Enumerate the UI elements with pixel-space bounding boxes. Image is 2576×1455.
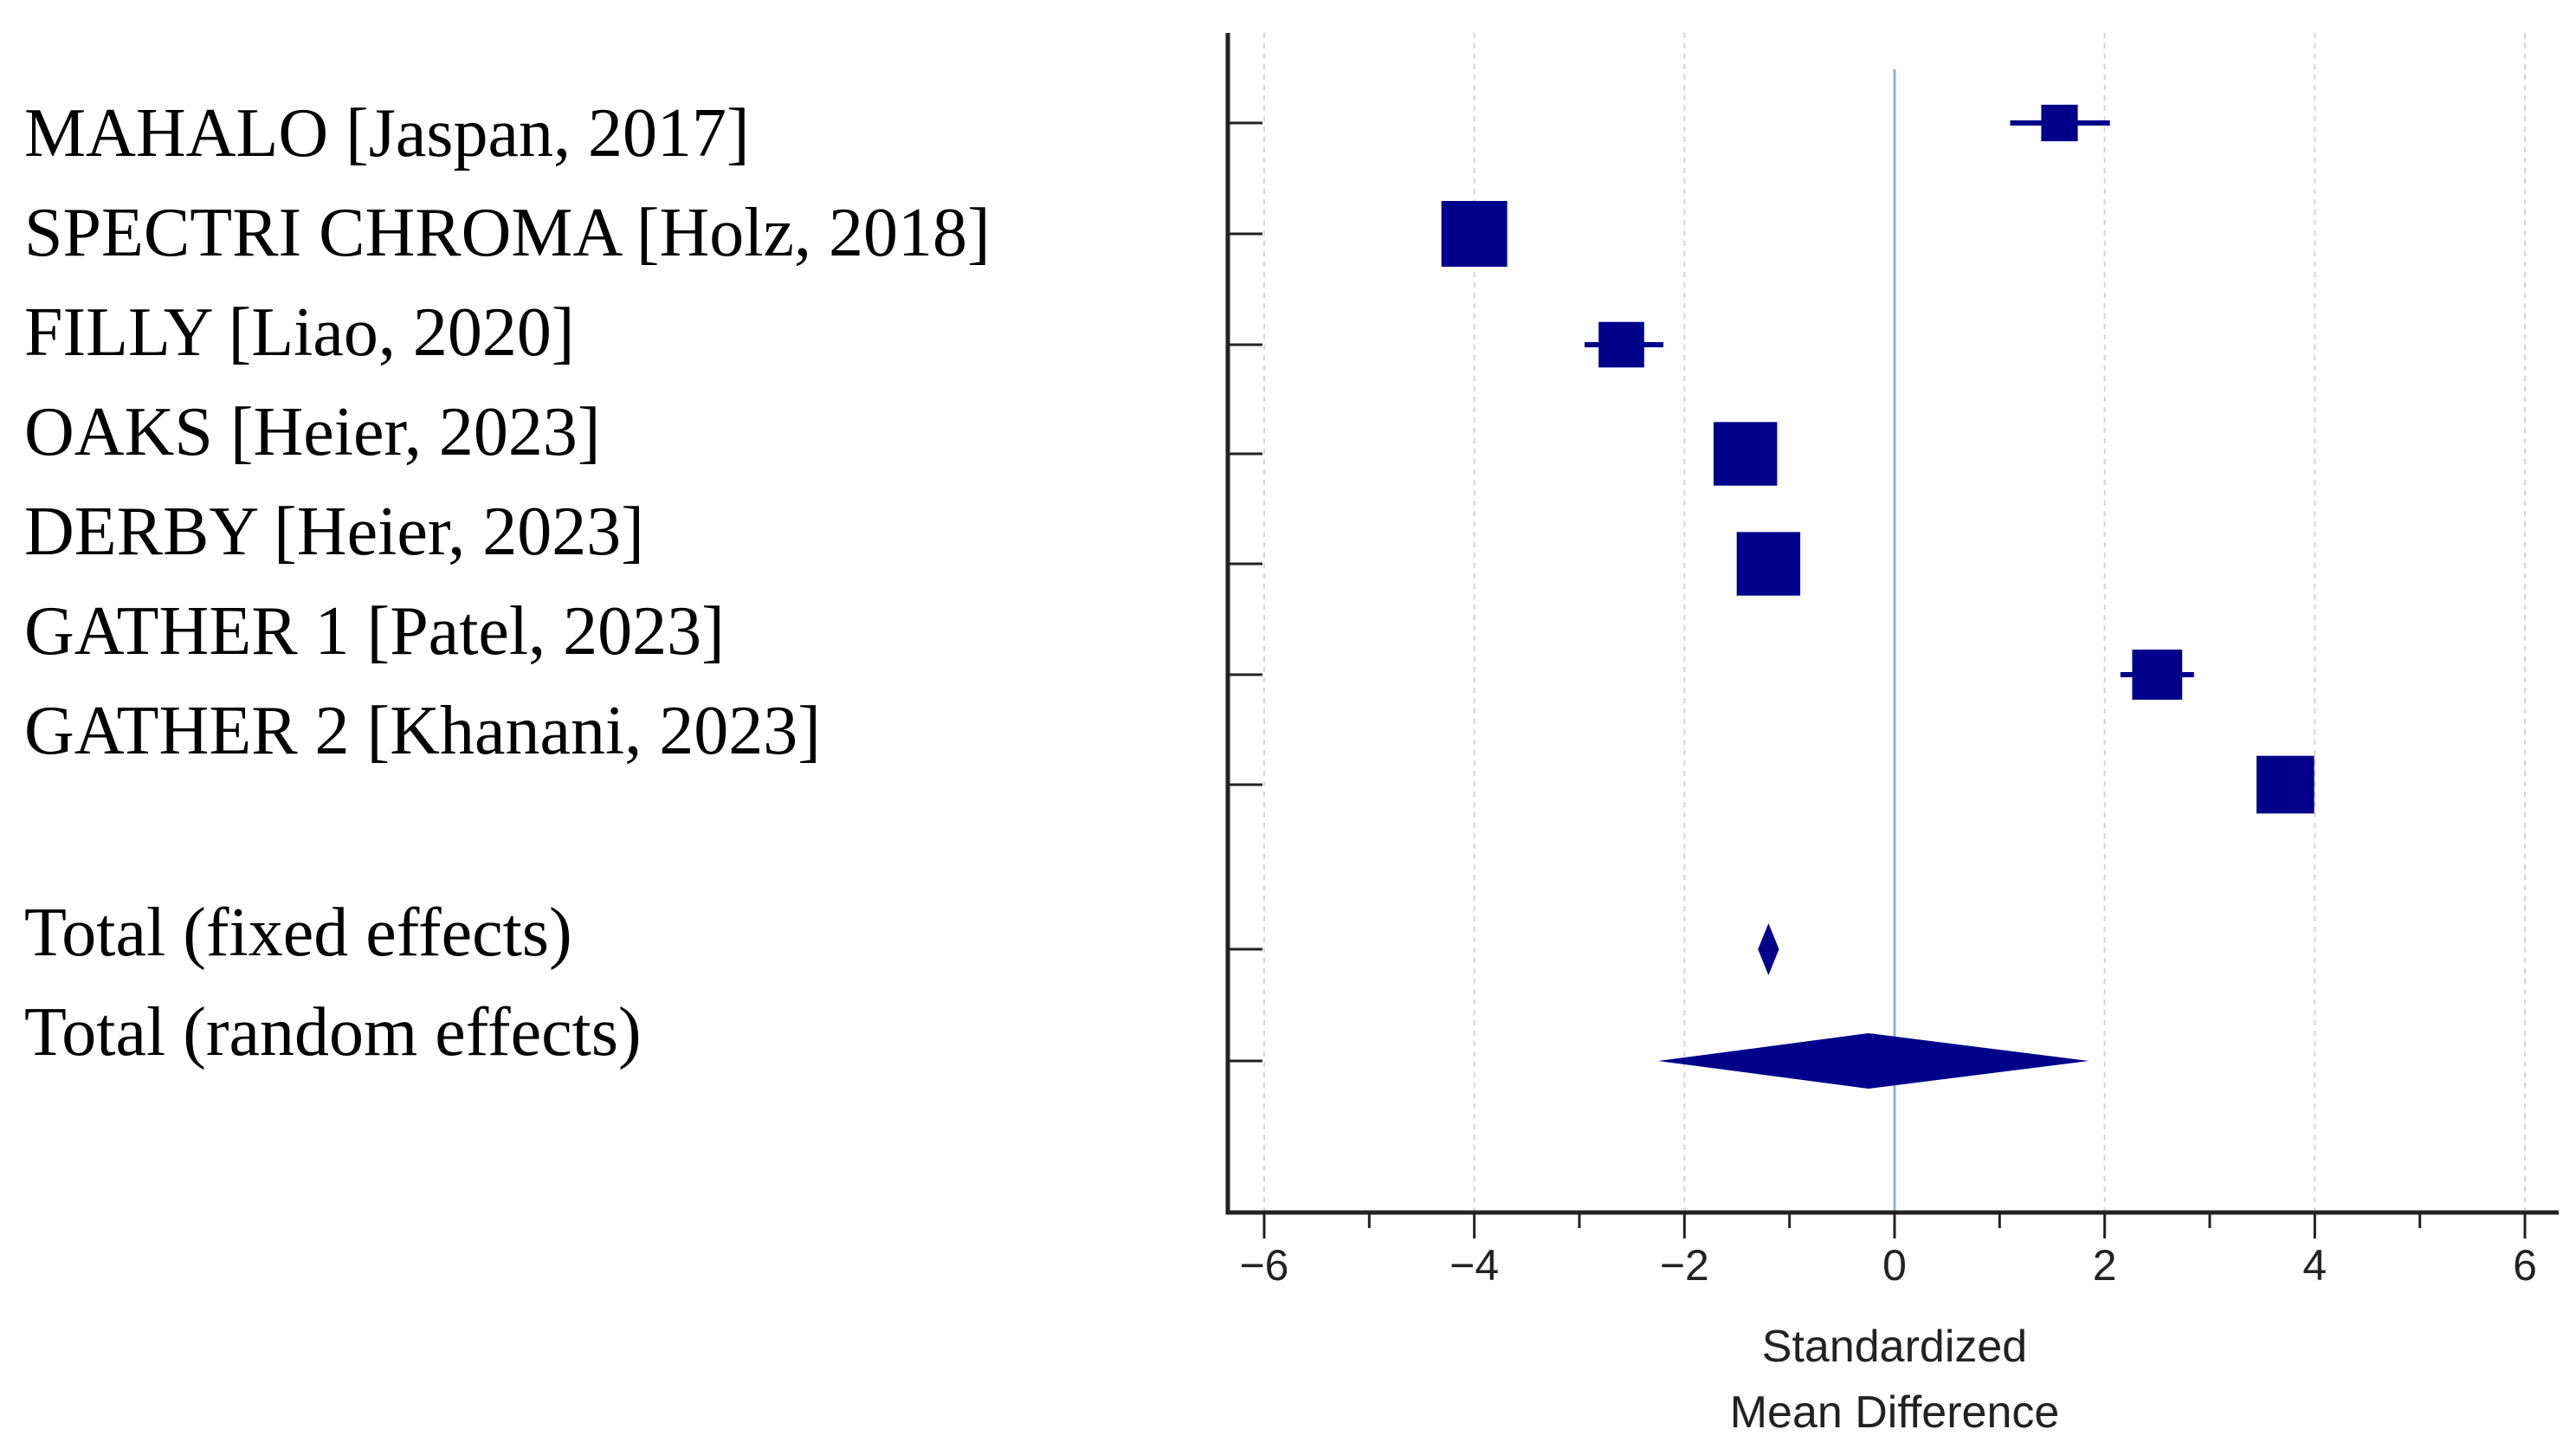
study-label: OAKS [Heier, 2023]: [24, 394, 601, 470]
study-marker: [1598, 321, 1644, 368]
x-axis-title-line1: Standardized: [1762, 1322, 2027, 1372]
total-label: Total (random effects): [24, 994, 642, 1070]
study-marker: [1714, 422, 1778, 486]
x-tick-label: 2: [2093, 1241, 2117, 1290]
study-label: DERBY [Heier, 2023]: [24, 494, 644, 570]
study-marker: [1736, 532, 1801, 596]
pooled-diamond: [1758, 923, 1779, 975]
study-label: FILLY [Liao, 2020]: [24, 294, 575, 371]
x-tick-label: 4: [2302, 1241, 2327, 1290]
study-marker: [2256, 755, 2315, 814]
x-tick-label: −2: [1660, 1241, 1709, 1290]
total-label: Total (fixed effects): [24, 895, 572, 971]
x-tick-label: 6: [2513, 1241, 2537, 1290]
study-label: GATHER 2 [Khanani, 2023]: [24, 693, 821, 769]
study-marker: [2132, 650, 2183, 700]
study-label: GATHER 1 [Patel, 2023]: [24, 593, 725, 669]
x-axis-title-line2: Mean Difference: [1730, 1387, 2060, 1438]
x-tick-label: −6: [1239, 1241, 1288, 1290]
gridlines: [1263, 33, 2526, 1212]
study-labels: MAHALO [Jaspan, 2017] SPECTRI CHROMA [Hol…: [24, 95, 991, 1070]
study-label: SPECTRI CHROMA [Holz, 2018]: [24, 195, 991, 271]
study-marker: [1441, 201, 1508, 267]
axes: −6 −4 −2 0 2 4 6: [1225, 33, 2559, 1290]
study-label: MAHALO [Jaspan, 2017]: [24, 95, 750, 171]
data-marks: [1441, 104, 2315, 1089]
pooled-diamond: [1658, 1033, 2089, 1089]
x-tick-label: 0: [1882, 1241, 1907, 1290]
x-tick-label: −4: [1449, 1241, 1499, 1290]
study-marker: [2041, 104, 2078, 142]
